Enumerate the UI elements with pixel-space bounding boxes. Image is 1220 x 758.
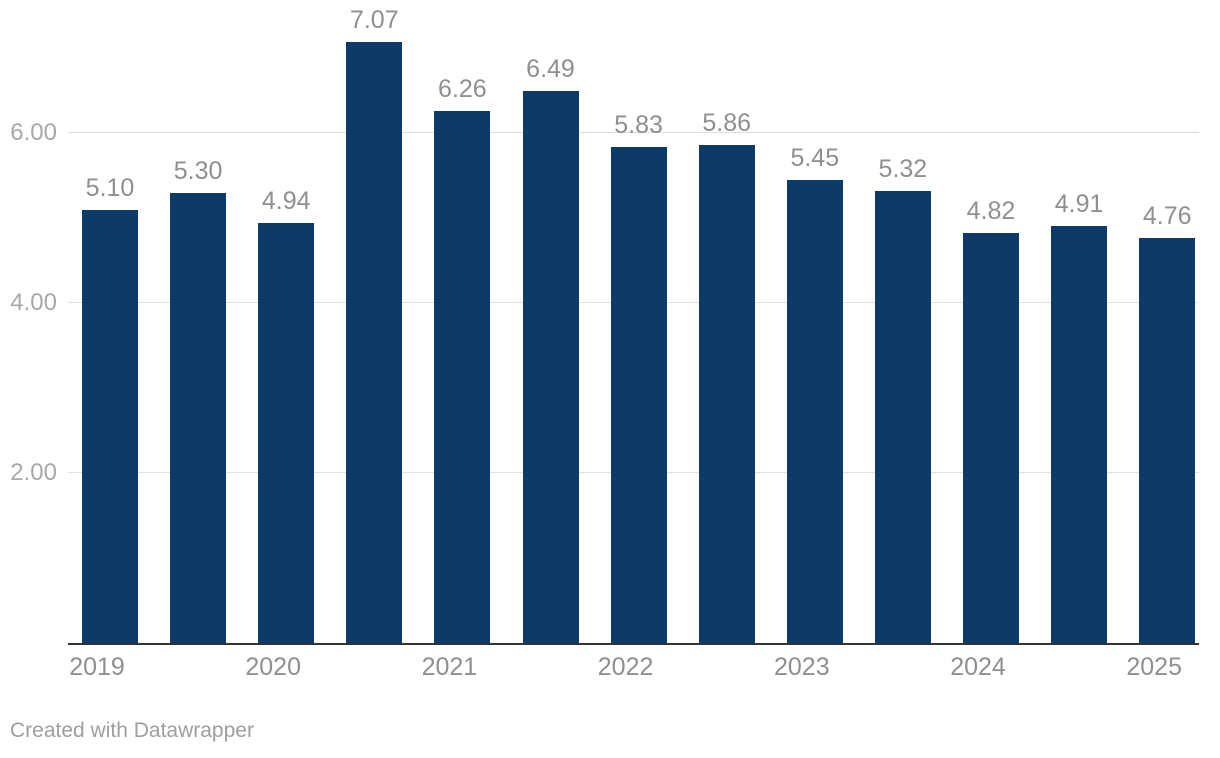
bar-value-label: 4.76 — [1142, 202, 1192, 231]
bar-value-label: 5.86 — [702, 108, 752, 137]
bar-rect — [258, 223, 315, 643]
bar-rect — [1051, 225, 1108, 643]
bar-rect — [874, 190, 931, 643]
bar: 4.82 — [963, 197, 1019, 643]
bar: 6.49 — [522, 55, 579, 643]
x-axis-tick-label: 2024 — [950, 653, 1006, 681]
x-axis-line — [68, 643, 1199, 645]
bar-rect — [522, 91, 579, 643]
bar-rect — [82, 209, 138, 643]
x-axis-tick-label: 2022 — [597, 653, 654, 681]
bar: 7.07 — [346, 6, 403, 643]
bar: 5.32 — [874, 155, 931, 643]
bar-value-label: 7.07 — [349, 6, 399, 35]
x-axis-tick-label: 2023 — [773, 653, 830, 681]
bar-value-label: 4.91 — [1054, 189, 1104, 218]
bar-value-label: 5.32 — [878, 154, 928, 183]
bar: 6.26 — [434, 75, 491, 643]
bar-value-label: 4.82 — [966, 197, 1016, 226]
bar-rect — [346, 42, 403, 643]
plot-area: 5.10 5.30 4.94 7.07 6.26 6.49 5.83 5.86 5.45 5.32… — [68, 0, 1199, 643]
x-axis-tick-label: 2020 — [245, 653, 301, 681]
y-axis-tick-label: 2.00 — [10, 459, 57, 486]
datawrapper-credit-link[interactable]: Created with Datawrapper — [10, 719, 254, 742]
gridline-y-6.00 — [68, 132, 1199, 133]
x-axis-tick-label: 2025 — [1126, 653, 1182, 681]
x-axis-tick-label: 2019 — [69, 653, 125, 681]
bar-value-label: 6.49 — [526, 55, 575, 84]
bar-value-label: 5.30 — [173, 156, 223, 185]
bar: 5.30 — [170, 157, 227, 643]
bar-rect — [698, 144, 755, 643]
bar-value-label: 5.83 — [614, 111, 663, 140]
bar-value-label: 5.10 — [85, 173, 135, 202]
bar-rect — [434, 110, 491, 643]
bar-value-label: 6.26 — [438, 74, 487, 103]
bar-rect — [610, 147, 667, 643]
bar-rect — [170, 192, 227, 643]
y-axis-tick-label: 4.00 — [10, 289, 57, 316]
bar-rect — [963, 233, 1019, 643]
bar: 4.91 — [1051, 190, 1108, 643]
bar: 4.94 — [258, 187, 315, 643]
bar: 5.83 — [610, 111, 667, 643]
bar: 5.86 — [698, 109, 755, 643]
bar: 5.10 — [82, 174, 138, 643]
bar-value-label: 4.94 — [261, 187, 311, 216]
y-axis-tick-label: 6.00 — [10, 119, 57, 146]
bar-rect — [1139, 238, 1196, 643]
bar-rect — [786, 179, 843, 643]
bar: 4.76 — [1139, 202, 1196, 643]
x-axis-tick-label: 2021 — [421, 653, 478, 681]
bar-value-label: 5.45 — [790, 143, 840, 172]
bar: 5.45 — [786, 144, 843, 643]
